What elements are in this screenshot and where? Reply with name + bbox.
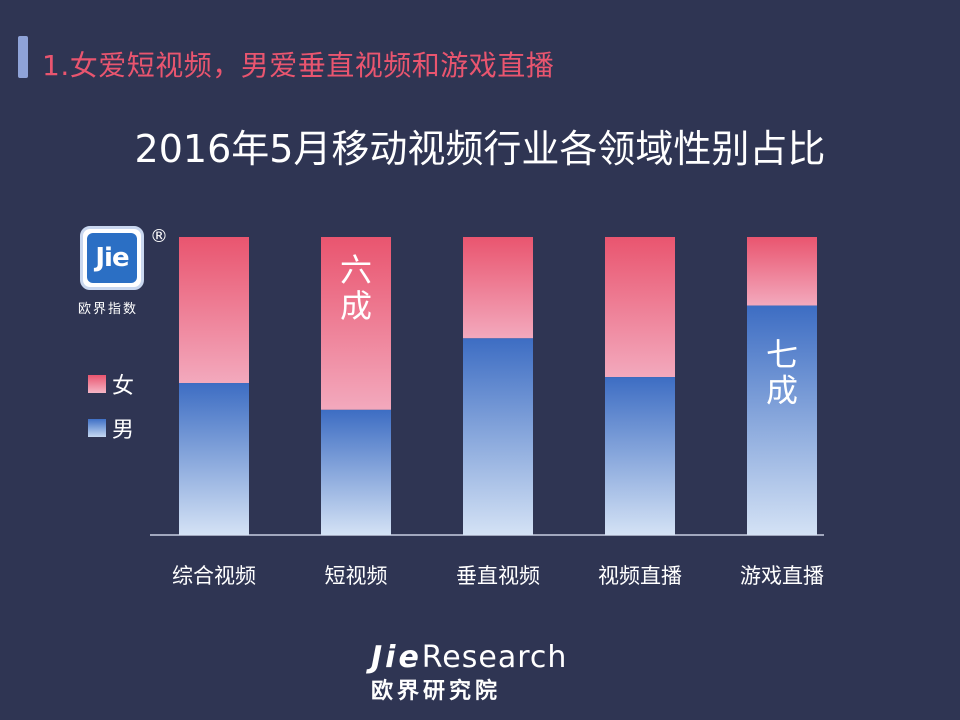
legend-label-female: 女: [112, 374, 135, 399]
annotation-1: 七成: [766, 336, 798, 410]
logo-mark: Jie: [87, 233, 137, 283]
chart-title: 2016年5月移动视频行业各领域性别占比: [134, 127, 826, 171]
jie-logo: Jie: [80, 226, 144, 290]
bar-female-3: [605, 237, 675, 378]
jieresearch-brand: JieResearch 欧界研究院: [371, 640, 567, 705]
bar-female-4: [747, 237, 817, 306]
bar-female-1: [321, 237, 391, 410]
section-title: 1.女爱短视频，男爱垂直视频和游戏直播: [42, 49, 555, 82]
brand-cn: 欧界研究院: [371, 679, 502, 704]
logo-caption: 欧界指数: [78, 302, 139, 317]
annotation-0: 六成: [340, 251, 372, 325]
category-label-4: 游戏直播: [740, 564, 824, 588]
bar-male-1: [321, 409, 391, 535]
bar-male-0: [179, 383, 249, 535]
category-label-2: 垂直视频: [456, 564, 540, 588]
section-accent-bar: [18, 36, 28, 78]
brand-rest: Research: [421, 640, 568, 675]
category-label-0: 综合视频: [172, 564, 256, 588]
category-label-3: 视频直播: [598, 564, 682, 588]
legend-swatch-male: [88, 419, 106, 437]
legend-label-male: 男: [112, 418, 135, 443]
bar-male-2: [463, 338, 533, 535]
bar-female-2: [463, 237, 533, 339]
legend-item-male: 男: [88, 412, 134, 444]
bar-female-0: [179, 237, 249, 384]
bar-male-3: [605, 377, 675, 535]
legend-swatch-female: [88, 375, 106, 393]
bar-male-4: [747, 305, 817, 535]
registered-icon: ®: [150, 226, 168, 247]
category-label-1: 短视频: [325, 564, 388, 588]
brand-bold: Jie: [371, 640, 422, 675]
legend-item-female: 女: [88, 368, 134, 400]
